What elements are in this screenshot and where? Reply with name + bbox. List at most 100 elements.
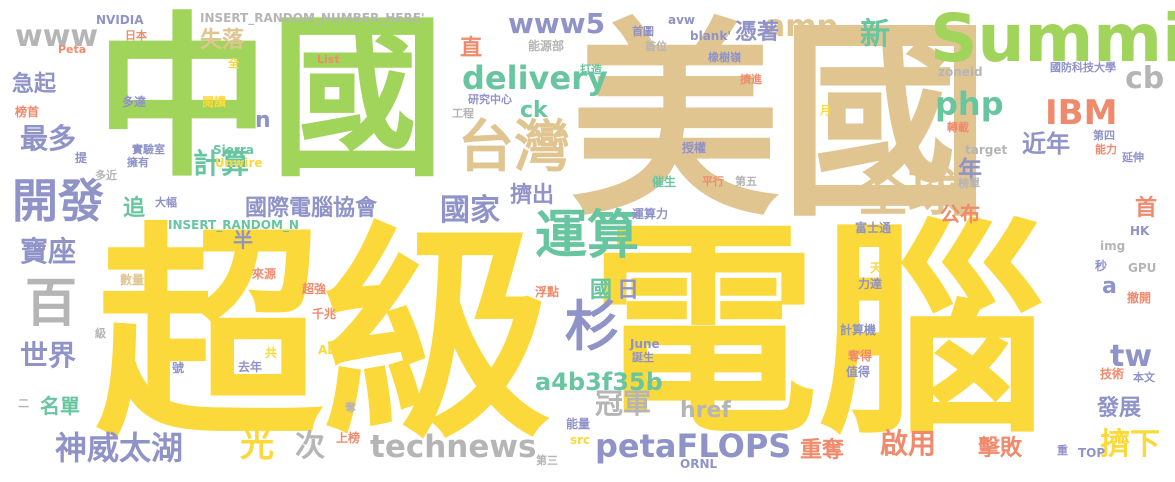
word-duojin: 多近 — [95, 169, 117, 182]
word-www5: www5 — [508, 7, 606, 40]
word-lida: 力達 — [858, 277, 883, 291]
word-riben: 日本 — [125, 29, 147, 42]
word-qiang: 百 — [25, 274, 78, 334]
word-ci: 次 — [295, 429, 325, 464]
word-zhide: 值得 — [846, 365, 871, 379]
word-diwu: 第五 — [735, 175, 757, 188]
word-jinnian: 近年 — [1022, 130, 1070, 158]
word-duo: 奪 — [345, 401, 356, 414]
word-delivery: delivery — [462, 59, 608, 97]
word-jibai: 擊敗 — [978, 436, 1023, 461]
word-jiqi: 急起 — [12, 72, 57, 97]
word-yongyou: 擁有 — [127, 156, 149, 169]
word-tianhe: 天河 — [870, 261, 895, 275]
word-guoji-diannao: 國際電腦協會 — [245, 196, 378, 221]
word-ck: ck — [520, 98, 548, 123]
word-target: target — [965, 143, 1008, 157]
word-hk: HK — [1130, 224, 1150, 238]
word-nengyuanbu: 能源部 — [528, 39, 565, 53]
word-dazao: 打造 — [580, 63, 602, 76]
word-shoutu: 首圖 — [632, 25, 654, 38]
word-list: List — [317, 53, 340, 66]
word-zhongduo: 重奪 — [800, 438, 845, 463]
word-abci: ABCI — [318, 343, 350, 357]
word-unwire: Unwire — [215, 156, 263, 170]
word-laiyuan: 來源 — [252, 267, 277, 281]
word-a4b3f35b: a4b3f35b — [535, 368, 663, 396]
word-er: 二 — [18, 397, 29, 410]
word-bangdan: 榜單 — [958, 177, 980, 190]
word-guofang: 國防科技大學 — [1050, 61, 1116, 74]
word-jisuan: 計算 — [193, 147, 250, 180]
word-dafu: 大幅 — [155, 196, 177, 209]
word-xin: 新 — [860, 17, 890, 52]
word-xiangshuling: 橡樹嶺 — [708, 51, 741, 64]
word-duoda: 多達 — [122, 95, 147, 109]
word-gpu: GPU — [1128, 261, 1157, 275]
word-ji: 級 — [95, 327, 106, 340]
word-june: June — [630, 337, 660, 351]
word-pingzhe: 憑著 — [735, 20, 780, 45]
word-gongcheng: 工程 — [452, 107, 474, 120]
word-technews: technews — [370, 429, 537, 465]
word-nengliang: 能量 — [566, 417, 591, 431]
word-taiwan: 台灣 — [458, 115, 570, 180]
word-qianzhao: 千兆 — [312, 307, 337, 321]
word-diannao: 電腦 — [590, 199, 1046, 465]
word-disi: 第四 — [1093, 129, 1115, 142]
word-tai: 杉 — [565, 295, 619, 358]
word-zhi: 直 — [460, 36, 483, 61]
word-gong: 共 — [265, 346, 278, 360]
word-shuliang: 數量 — [120, 273, 145, 287]
word-zhong: 重 — [1057, 444, 1068, 457]
word-top: TOP — [1078, 446, 1106, 460]
word-img: img — [1100, 239, 1126, 253]
word-insert-random-number: INSERT_RANDOM_NUMBER_HERE' — [200, 11, 425, 25]
word-jishu: 技術 — [1100, 367, 1125, 381]
word-nengli: 能力 — [1095, 143, 1117, 156]
word-shouwei: 首位 — [645, 40, 667, 53]
word-yue: 月 — [820, 104, 831, 117]
word-chaoqiang: 超強 — [302, 282, 327, 296]
word-qiyong: 啟用 — [880, 427, 937, 460]
word-ornl: ORNL — [680, 457, 718, 471]
word-petaflops: petaFLOPS — [595, 427, 792, 465]
word-zhui: 追 — [123, 196, 146, 221]
word-quanqiu: 全球 — [858, 164, 958, 222]
word-hao: 號 — [172, 361, 185, 375]
word-zhongguo: 中國 — [95, 0, 445, 201]
word-ti: 提 — [75, 151, 88, 165]
word-amp: amp — [765, 9, 838, 44]
word-blank: blank' — [690, 29, 731, 43]
word-zhuanzai: 轉載 — [947, 121, 969, 134]
word-jisuanji: 計算機 — [840, 323, 877, 337]
word-shou: 首 — [1135, 196, 1158, 221]
word-yanshen: 延伸 — [1122, 151, 1144, 164]
word-yanjiu: 研究中心 — [468, 93, 512, 106]
word-shiluo: 失落 — [200, 28, 245, 53]
word-shouquan: 授權 — [682, 141, 707, 155]
word-qunian: 去年 — [238, 360, 263, 374]
word-pingxing: 平行 — [702, 175, 724, 188]
word-yunsuan: 運算 — [535, 206, 640, 266]
word-ri: 日 — [617, 278, 640, 303]
word-sierra: Sierra — [213, 143, 254, 157]
word-php: php — [935, 85, 1004, 123]
word-gongbu: 公布 — [940, 202, 980, 226]
word-tw: tw — [1110, 339, 1153, 374]
word-ibm: IBM — [1045, 93, 1118, 133]
word-bangshou: 榜首 — [15, 105, 40, 119]
word-fushitong: 富士通 — [855, 221, 892, 235]
word-fudian: 浮點 — [535, 285, 560, 299]
word-guang: 光 — [240, 425, 274, 465]
word-cuisheng: 催生 — [652, 175, 677, 189]
word-zoneid: zoneid — [938, 65, 983, 79]
word-nian: 年 — [958, 156, 982, 184]
word-duode: 奪得 — [848, 349, 873, 363]
word-peta: Peta — [58, 43, 87, 56]
word-dansheng: 誕生 — [632, 351, 654, 364]
word-insert-random-n: INSERT_RANDOM_N — [168, 218, 299, 232]
word-n: n — [255, 108, 271, 133]
word-guo: 國 — [590, 278, 613, 303]
